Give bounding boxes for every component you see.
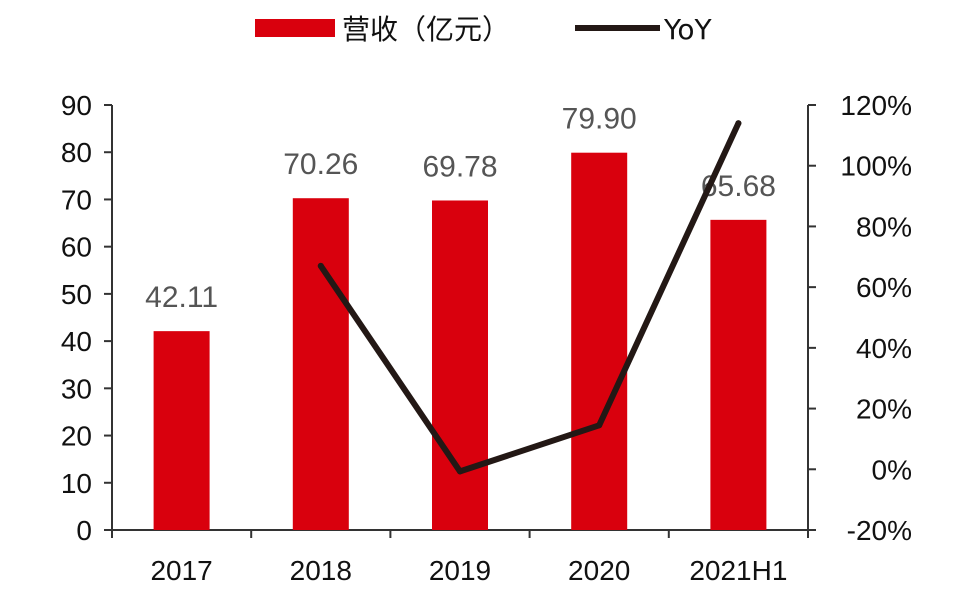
revenue-data-label: 79.90 xyxy=(562,103,637,136)
y-right-tick-label: -20% xyxy=(847,515,912,546)
bars xyxy=(153,152,767,530)
revenue-bar xyxy=(571,152,628,530)
x-tick-label: 2019 xyxy=(429,555,491,586)
revenue-bar xyxy=(432,200,488,530)
revenue-bar xyxy=(153,331,210,530)
y-right-tick-label: 80% xyxy=(856,211,912,242)
yoy-point xyxy=(317,262,324,269)
legend-label-revenue: 营收（亿元） xyxy=(342,13,510,46)
x-tick-label: 2020 xyxy=(568,555,630,586)
x-tick-label: 2021H1 xyxy=(689,555,787,586)
legend: 营收（亿元） YoY xyxy=(255,13,713,46)
y-left-tick-label: 40 xyxy=(61,326,92,357)
yoy-line xyxy=(317,120,742,475)
y-left-tick-label: 0 xyxy=(76,515,92,546)
y-left-tick-label: 50 xyxy=(61,279,92,310)
y-left-tick-label: 30 xyxy=(61,373,92,404)
y-left-tick-label: 90 xyxy=(61,90,92,121)
revenue-data-label: 70.26 xyxy=(283,148,358,181)
yoy-point xyxy=(596,422,603,429)
x-tick-label: 2017 xyxy=(150,555,212,586)
y-right-tick-label: 0% xyxy=(872,454,912,485)
y-right-tick-label: 40% xyxy=(856,333,912,364)
legend-label-yoy: YoY xyxy=(663,13,713,46)
axes: 0 10 20 30 40 50 60 70 80 90 -20% 0% 20% 40% 60% 80% 100… xyxy=(61,90,912,586)
y-left-tick-label: 20 xyxy=(61,421,92,452)
y-left-tick-label: 80 xyxy=(61,137,92,168)
revenue-bar xyxy=(710,219,767,530)
y-right-tick-label: 120% xyxy=(840,90,912,121)
y-right-tick-label: 100% xyxy=(840,151,912,182)
legend-swatch-revenue xyxy=(255,19,335,37)
y-left-tick-label: 10 xyxy=(61,468,92,499)
y-left-tick-label: 70 xyxy=(61,184,92,215)
yoy-point xyxy=(735,120,742,127)
revenue-data-label: 42.11 xyxy=(145,281,218,314)
x-tick-label: 2018 xyxy=(290,555,352,586)
y-left-tick-label: 60 xyxy=(61,232,92,263)
y-right-tick-label: 60% xyxy=(856,272,912,303)
revenue-data-label: 69.78 xyxy=(422,150,497,183)
y-right-tick-label: 20% xyxy=(856,394,912,425)
revenue-bar xyxy=(292,198,349,530)
yoy-line-group xyxy=(317,120,742,475)
yoy-point xyxy=(457,468,463,475)
